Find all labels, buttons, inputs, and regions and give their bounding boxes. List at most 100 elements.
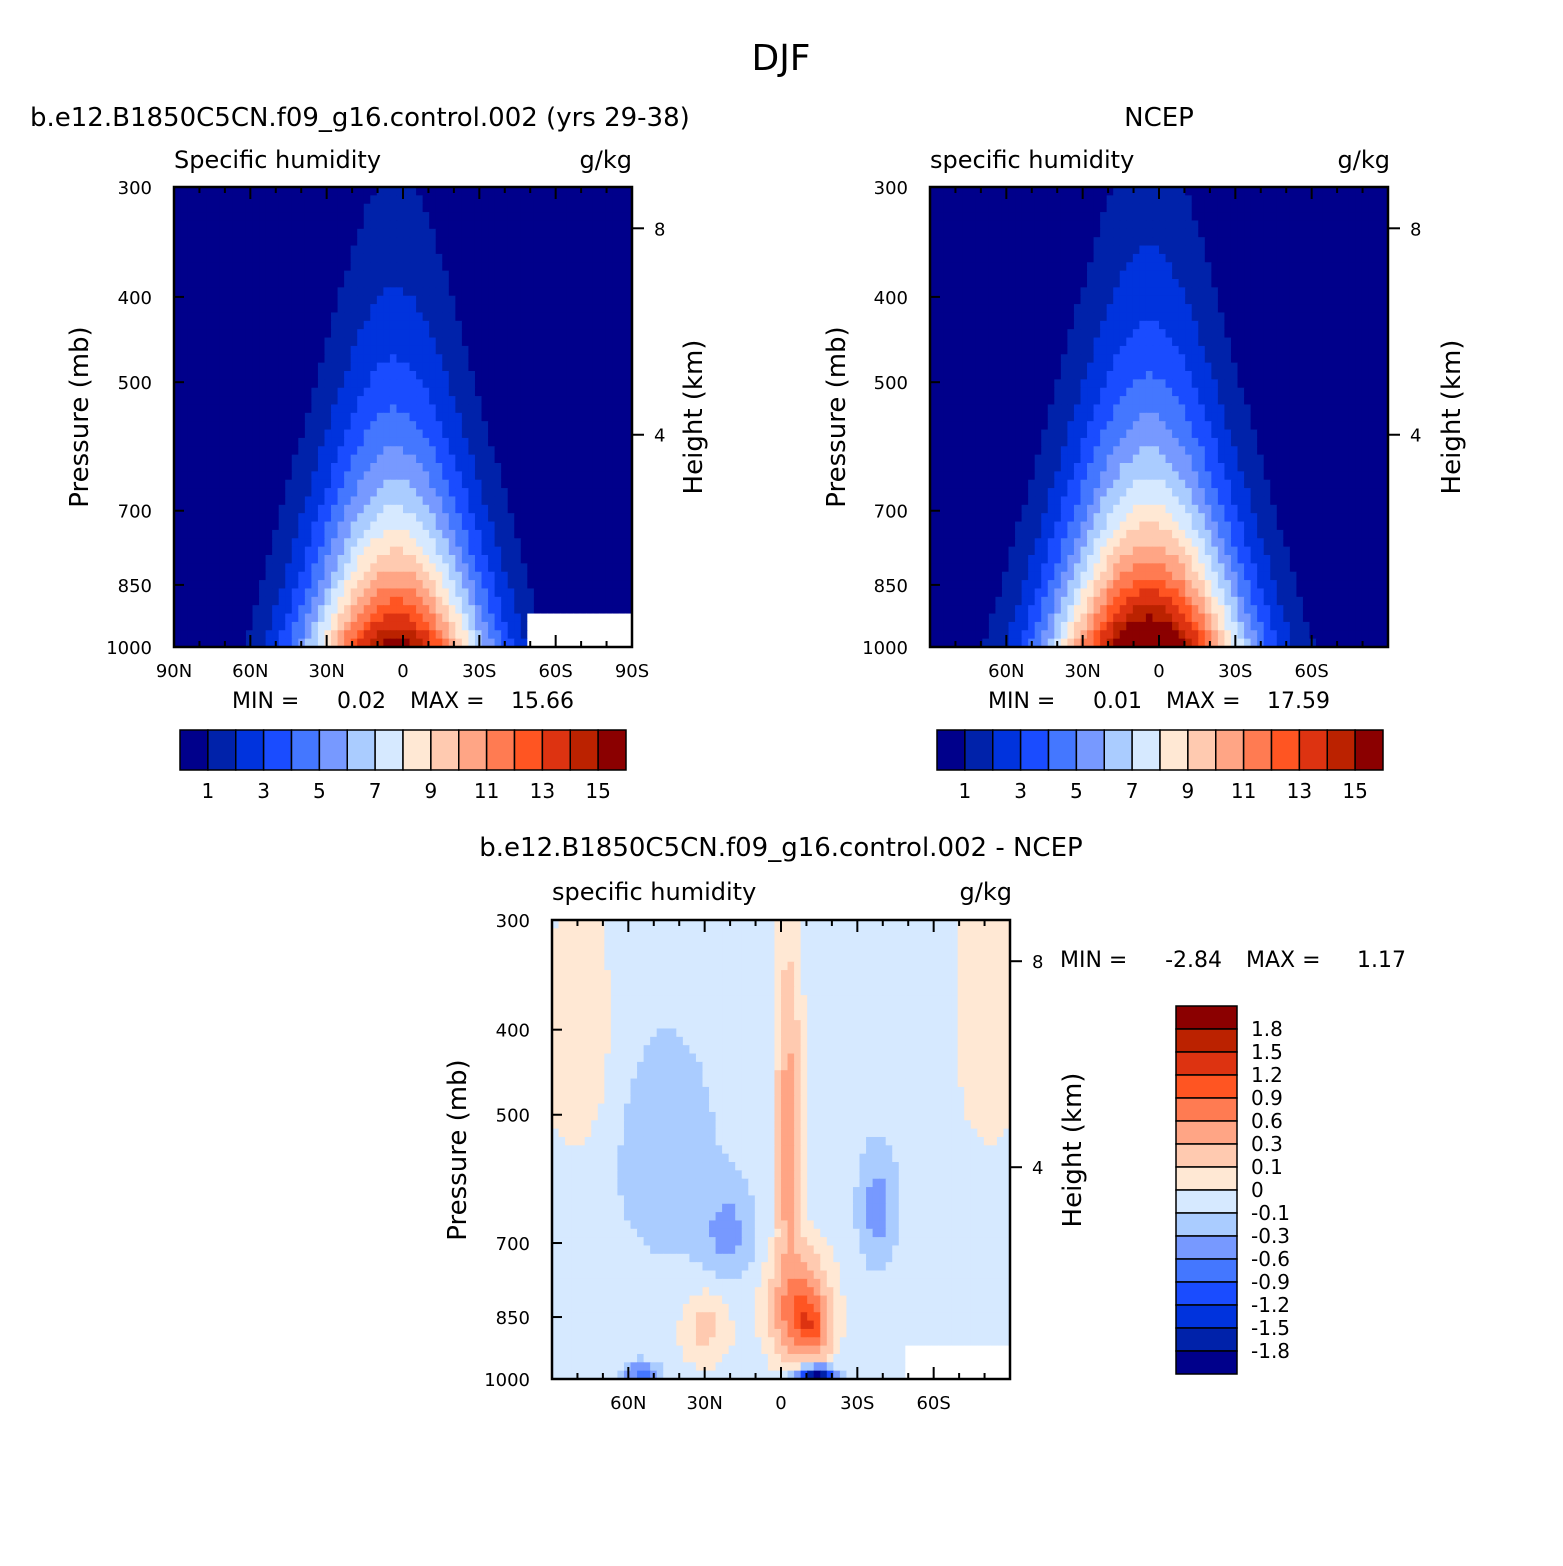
model-cell: [383, 270, 391, 280]
model-cell: [298, 588, 306, 598]
model-cell: [501, 320, 509, 330]
obs-cell: [962, 304, 970, 314]
model-cell: [278, 488, 286, 498]
model-cell: [252, 279, 260, 288]
model-cell: [592, 588, 600, 598]
model-cell: [612, 362, 620, 372]
model-cell: [527, 437, 535, 447]
model-cell: [546, 538, 555, 548]
obs-cell: [1309, 203, 1317, 213]
model-cell: [566, 220, 574, 230]
model-cell: [226, 253, 234, 263]
model-cell: [592, 596, 600, 606]
model-cell: [200, 287, 208, 297]
model-cell: [520, 412, 528, 422]
model-cell: [324, 295, 332, 305]
model-cell: [586, 563, 594, 573]
model-cell: [468, 371, 476, 380]
obs-cell: [1263, 279, 1271, 288]
model-cell: [363, 404, 371, 414]
obs-cell: [1244, 220, 1252, 230]
model-cell: [605, 479, 613, 489]
model-cell: [389, 546, 398, 556]
model-cell: [474, 555, 483, 564]
model-cell: [455, 295, 463, 305]
model-cell: [422, 580, 430, 590]
model-cell: [252, 262, 260, 272]
model-cell: [363, 605, 371, 615]
model-cell: [403, 479, 411, 489]
model-cell: [422, 546, 430, 556]
model-cell: [566, 437, 574, 447]
model-cell: [219, 362, 227, 372]
model-cell: [337, 320, 345, 330]
model-cell: [625, 588, 632, 598]
model-cell: [579, 312, 587, 322]
model-cell: [226, 203, 234, 213]
model-cell: [396, 195, 404, 205]
model-cell: [213, 621, 221, 631]
model-cell: [239, 379, 247, 389]
obs-cell: [1191, 295, 1199, 305]
obs-cell: [1021, 195, 1029, 205]
model-cell: [187, 279, 195, 288]
obs-cell: [1276, 270, 1284, 280]
obs-cell: [1257, 237, 1265, 247]
model-cell: [363, 521, 371, 531]
model-cell: [304, 429, 312, 439]
model-cell: [304, 437, 312, 447]
model-cell: [311, 220, 319, 230]
obs-cell: [1119, 304, 1127, 314]
obs-cell: [1067, 245, 1075, 255]
model-cell: [180, 354, 188, 364]
model-cell: [331, 571, 339, 581]
model-cell: [213, 404, 221, 414]
model-cell: [252, 287, 260, 297]
model-cell: [363, 580, 371, 590]
model-cell: [370, 371, 378, 380]
model-cell: [494, 521, 502, 531]
model-cell: [527, 580, 535, 590]
model-cell: [481, 287, 489, 297]
model-cell: [337, 605, 345, 615]
model-cell: [357, 613, 365, 623]
model-cell: [403, 379, 411, 389]
model-cell: [599, 287, 607, 297]
model-cell: [265, 580, 273, 590]
model-cell: [468, 630, 476, 640]
model-cell: [514, 496, 522, 506]
model-cell: [520, 345, 528, 355]
model-cell: [461, 571, 470, 581]
model-cell: [259, 504, 267, 514]
obs-cell: [1244, 295, 1252, 305]
model-cell: [265, 446, 273, 456]
obs-cell: [1283, 203, 1291, 213]
model-cell: [514, 312, 522, 322]
model-cell: [520, 454, 528, 464]
model-cell: [409, 538, 417, 548]
model-cell: [272, 421, 280, 431]
obs-cell: [930, 220, 938, 230]
model-cell: [468, 379, 476, 389]
model-cell: [540, 529, 548, 539]
model-cell: [599, 195, 607, 205]
model-cell: [520, 496, 528, 506]
obs-cell: [1041, 279, 1049, 288]
model-cell: [363, 187, 371, 196]
model-cell: [527, 555, 535, 564]
model-cell: [383, 454, 391, 464]
model-cell: [579, 320, 587, 330]
model-cell: [474, 304, 483, 314]
model-cell: [488, 362, 496, 372]
model-cell: [599, 187, 607, 196]
model-cell: [586, 187, 594, 196]
obs-cell: [1381, 279, 1388, 288]
obs-cell: [1021, 228, 1029, 238]
model-cell: [422, 471, 430, 481]
obs-cell: [1342, 304, 1350, 314]
model-cell: [553, 362, 561, 372]
model-cell: [324, 354, 332, 364]
obs-cell: [1355, 220, 1363, 230]
model-cell: [599, 596, 607, 606]
model-cell: [435, 621, 443, 631]
